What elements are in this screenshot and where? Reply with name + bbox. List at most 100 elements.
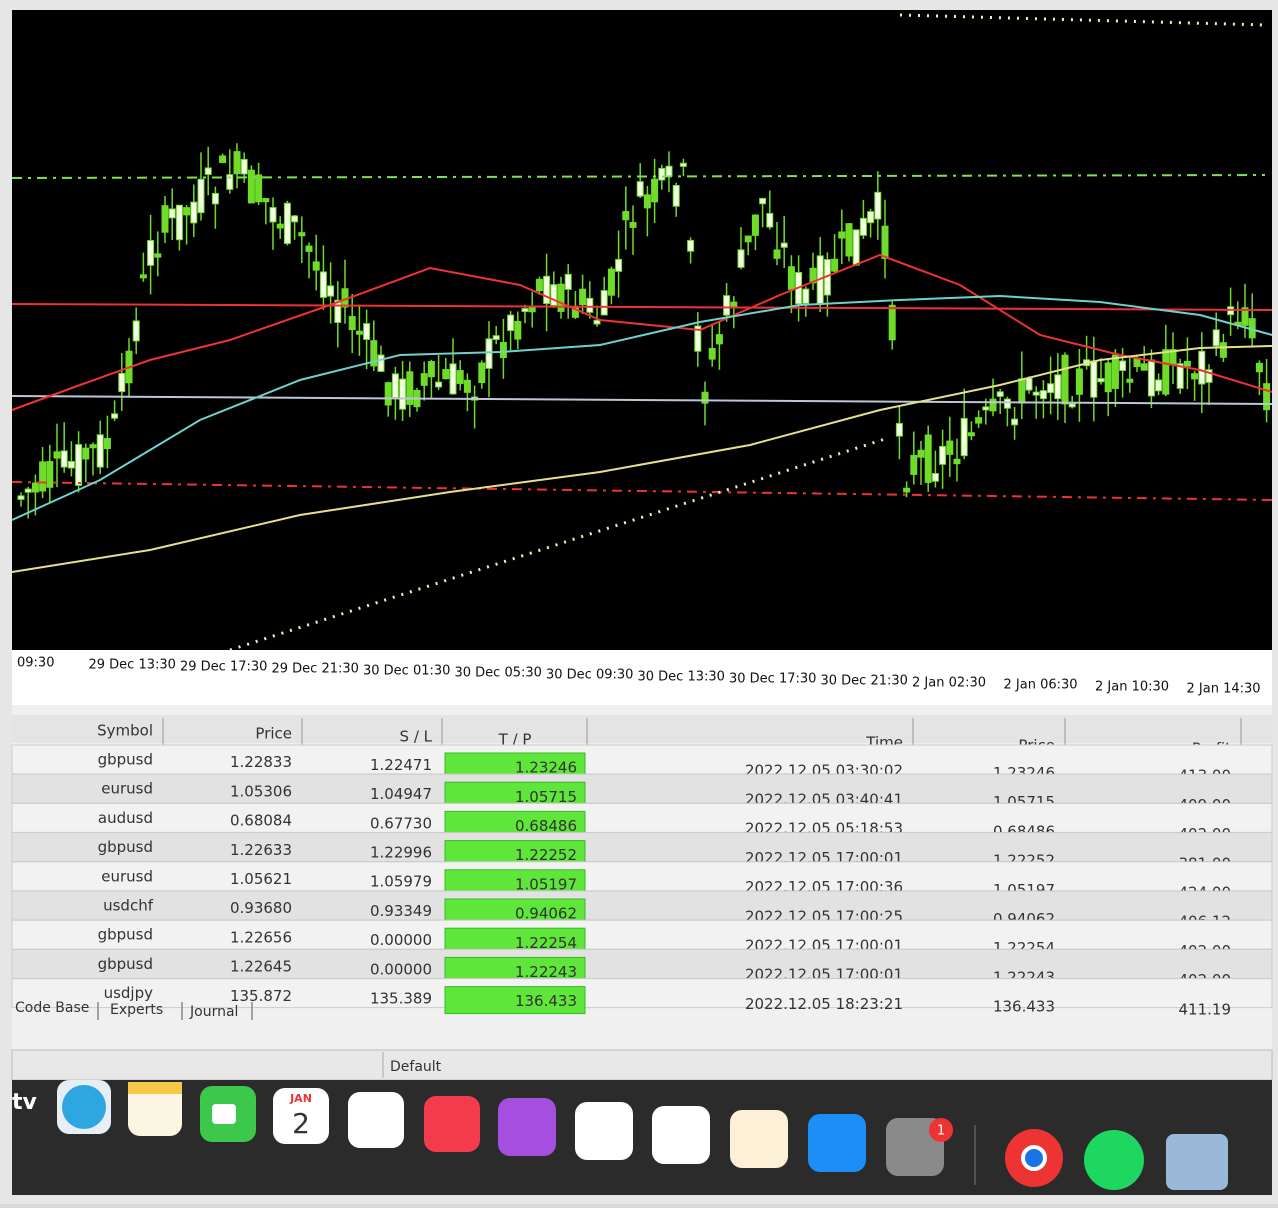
candle-body bbox=[67, 460, 75, 469]
resistance-line bbox=[11, 174, 1266, 179]
candle-body bbox=[924, 434, 932, 483]
moving-average bbox=[11, 253, 1273, 411]
candle-body bbox=[802, 288, 810, 304]
candle-body bbox=[1198, 350, 1206, 385]
notes-icon[interactable] bbox=[128, 1082, 182, 1136]
numbers-icon[interactable] bbox=[348, 1092, 404, 1148]
candle-body bbox=[262, 198, 270, 203]
news-icon[interactable] bbox=[575, 1102, 633, 1160]
table-cell: 1.22633 bbox=[230, 841, 292, 859]
podcasts-icon[interactable] bbox=[498, 1098, 556, 1156]
time-label: 30 Dec 05:30 bbox=[455, 666, 542, 681]
candle-body bbox=[183, 207, 191, 216]
time-label: 2 Jan 06:30 bbox=[1004, 678, 1078, 693]
candle-body bbox=[463, 379, 471, 393]
column-header: S / L bbox=[400, 728, 433, 746]
candle-body bbox=[53, 451, 61, 459]
table-cell: eurusd bbox=[101, 780, 153, 798]
candle-body bbox=[953, 458, 961, 465]
candle-body bbox=[298, 232, 306, 237]
table-cell: 0.68486 bbox=[515, 817, 577, 835]
table-cell: gbpusd bbox=[98, 751, 153, 769]
dock-app-tv[interactable]: tv bbox=[12, 1090, 38, 1115]
candle-body bbox=[226, 174, 234, 190]
candle-body bbox=[1032, 391, 1040, 396]
candle-body bbox=[1126, 378, 1134, 383]
keynote-icon[interactable] bbox=[652, 1106, 710, 1164]
candle-body bbox=[615, 258, 623, 272]
candle-body bbox=[75, 444, 83, 486]
pages-icon[interactable] bbox=[730, 1110, 788, 1168]
candle-body bbox=[269, 207, 277, 223]
candle-body bbox=[622, 211, 630, 221]
table-cell: gbpusd bbox=[98, 955, 153, 973]
table-cell: 1.22254 bbox=[515, 934, 577, 952]
candle-body bbox=[1147, 359, 1155, 397]
candle-body bbox=[456, 370, 464, 384]
candle-body bbox=[492, 335, 500, 340]
candle-body bbox=[1054, 374, 1062, 400]
candle-body bbox=[960, 417, 968, 457]
mt4-icon[interactable] bbox=[1166, 1134, 1228, 1190]
candle-body bbox=[888, 304, 896, 341]
time-label: 30 Dec 09:30 bbox=[546, 668, 633, 683]
table-cell: 1.22645 bbox=[230, 958, 292, 976]
candle-body bbox=[82, 447, 90, 460]
tp-cell bbox=[444, 986, 586, 1015]
table-cell: 1.22252 bbox=[515, 846, 577, 864]
moving-average bbox=[11, 294, 1273, 521]
candle-body bbox=[39, 461, 47, 492]
candle-body bbox=[1003, 398, 1011, 409]
terminal-tabs: Code Base Experts Journal bbox=[15, 1000, 253, 1020]
spotify-icon[interactable] bbox=[1084, 1130, 1144, 1190]
level-line bbox=[11, 303, 1273, 311]
music-icon[interactable] bbox=[424, 1096, 480, 1152]
calendar-icon[interactable] bbox=[273, 1088, 329, 1144]
candle-body bbox=[1241, 307, 1249, 326]
candle-body bbox=[967, 432, 975, 437]
time-label: 2 Jan 10:30 bbox=[1095, 680, 1169, 695]
candle-body bbox=[989, 398, 997, 412]
candle-body bbox=[1162, 349, 1170, 395]
candle-body bbox=[679, 162, 687, 167]
candle-body bbox=[1155, 379, 1163, 392]
candle-body bbox=[773, 249, 781, 259]
table-cell: 1.04947 bbox=[370, 785, 432, 803]
table-cell: 1.22243 bbox=[515, 963, 577, 981]
candle-body bbox=[1219, 342, 1227, 358]
candle-body bbox=[118, 372, 126, 393]
table-cell: gbpusd bbox=[98, 926, 153, 944]
candle-body bbox=[859, 217, 867, 236]
candle-body bbox=[651, 178, 659, 203]
status-bar bbox=[11, 1049, 1273, 1081]
badge bbox=[929, 1118, 953, 1142]
telegram-glyph bbox=[62, 1085, 106, 1129]
candle-body bbox=[1097, 378, 1105, 383]
candle-body bbox=[168, 208, 176, 219]
tab[interactable]: Experts bbox=[110, 1002, 163, 1018]
candle-body bbox=[535, 278, 543, 292]
candle-body bbox=[593, 319, 601, 325]
candle-body bbox=[319, 271, 327, 298]
candle-body bbox=[499, 342, 507, 359]
price-chart bbox=[17, 143, 1271, 519]
time-label: 30 Dec 21:30 bbox=[821, 674, 908, 689]
column-header: Symbol bbox=[97, 722, 153, 740]
candle-body bbox=[276, 223, 284, 229]
candle-body bbox=[219, 155, 227, 164]
table-row bbox=[11, 802, 1273, 833]
candle-body bbox=[579, 288, 587, 306]
candle-body bbox=[370, 340, 378, 367]
tab[interactable]: Code Base bbox=[15, 1000, 89, 1016]
time-label: 30 Dec 17:30 bbox=[729, 672, 816, 687]
time-label: 29 Dec 17:30 bbox=[180, 660, 267, 675]
candle-body bbox=[1025, 377, 1033, 391]
candle-body bbox=[255, 174, 263, 203]
candle-body bbox=[672, 184, 680, 207]
candle-body bbox=[931, 472, 939, 482]
candle-body bbox=[996, 391, 1004, 397]
tab[interactable]: Journal bbox=[189, 1004, 238, 1020]
candle-body bbox=[334, 299, 342, 323]
appstore-icon[interactable] bbox=[808, 1114, 866, 1172]
